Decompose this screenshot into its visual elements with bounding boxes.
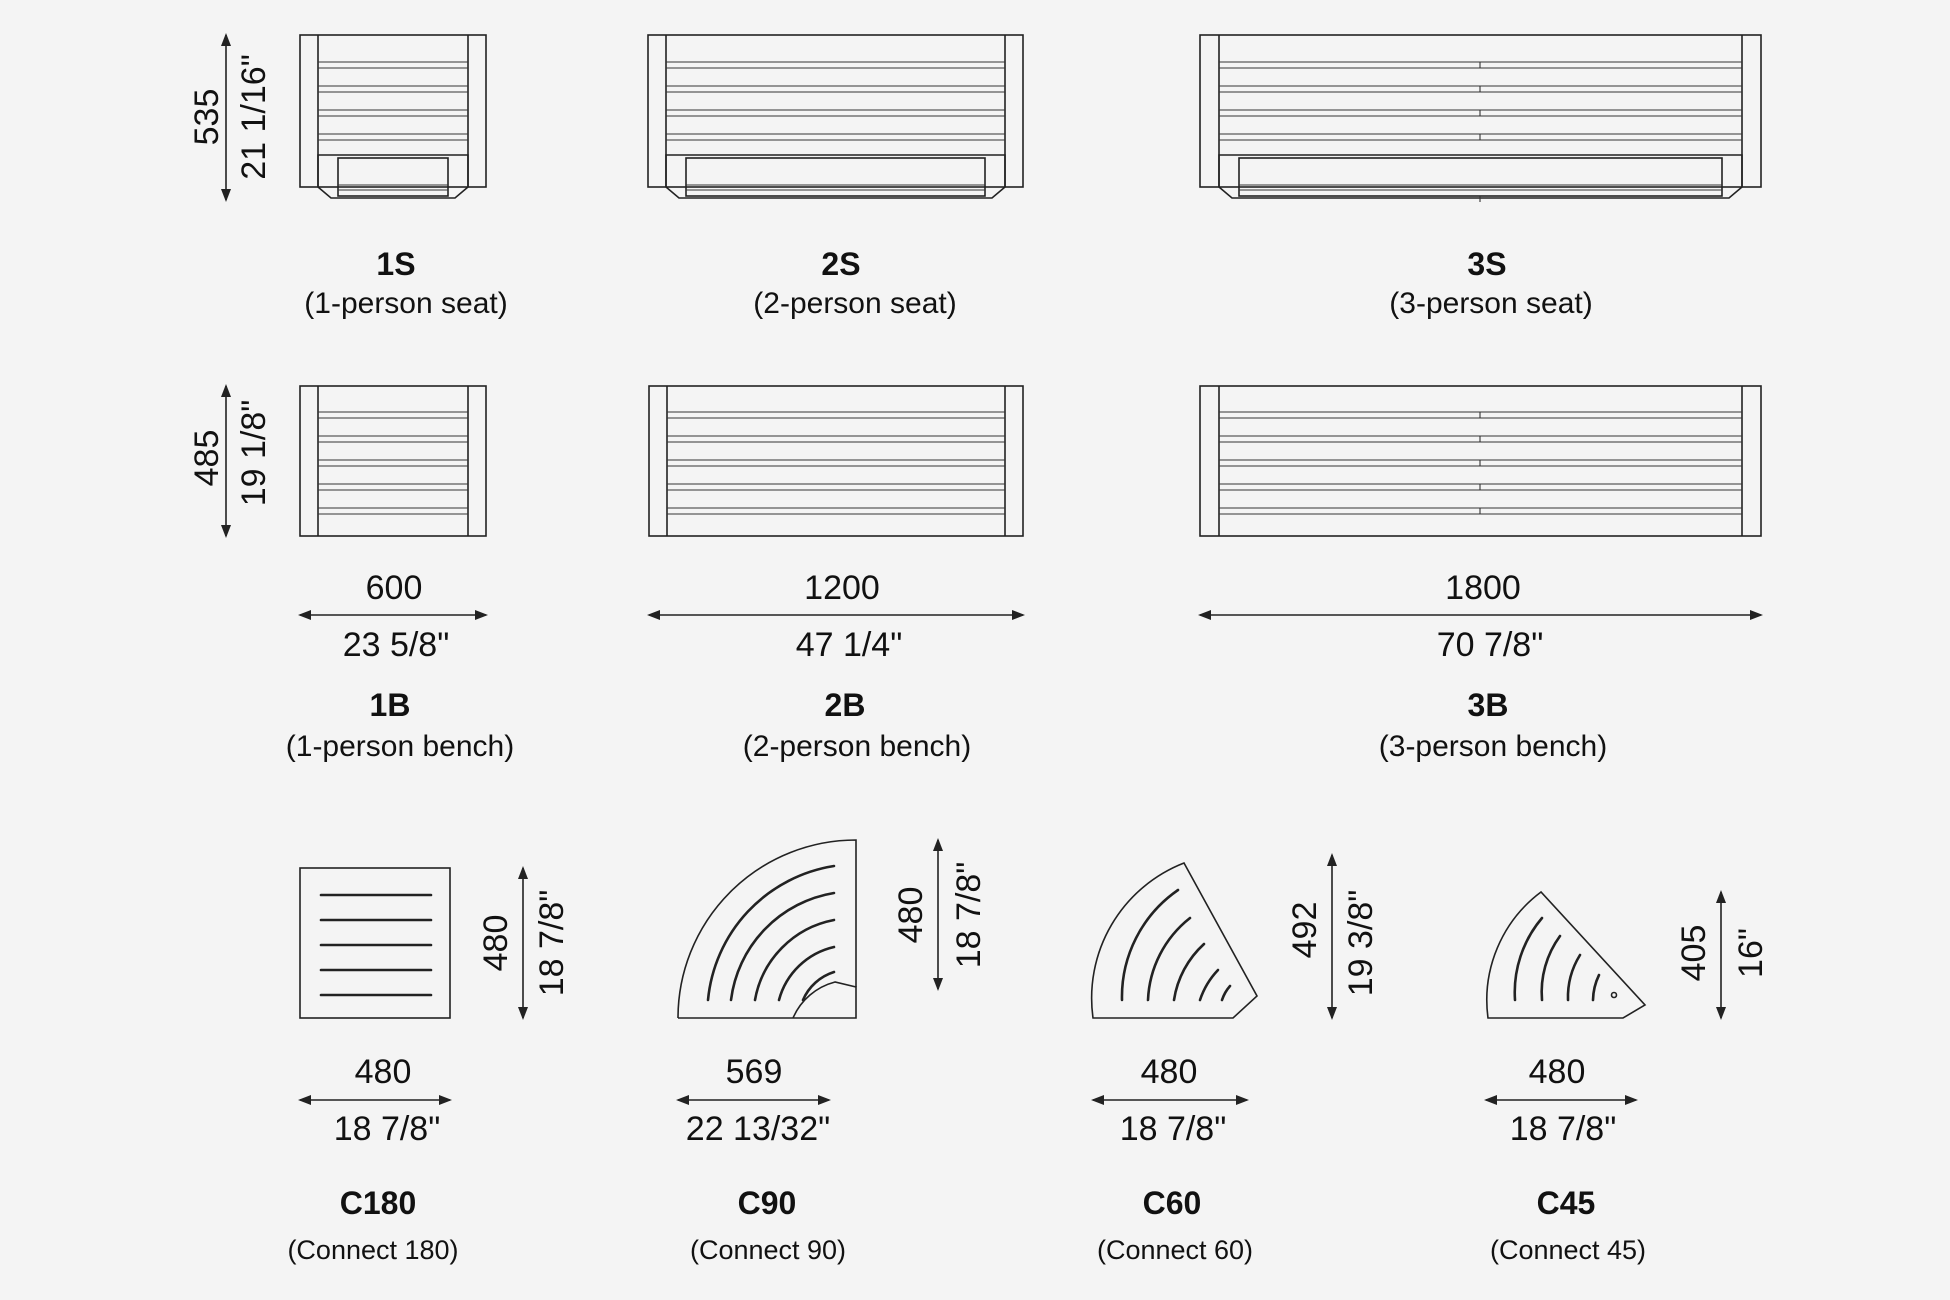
seat-3s-drawing	[1199, 34, 1762, 202]
bench-1b-height-dimension: 485 19 1/8"	[188, 384, 273, 538]
seat-2s-code: 2S	[821, 246, 860, 282]
seat-1s-name: (1-person seat)	[304, 287, 507, 320]
bench-1b-code: 1B	[370, 687, 411, 723]
bench-1b-drawing	[299, 385, 487, 537]
bench-1b-name: (1-person bench)	[286, 730, 514, 763]
bench-3b-width-dimension: 1800 70 7/8"	[1198, 569, 1763, 664]
connector-c60-height-mm: 492	[1286, 902, 1324, 959]
seat-3s-name: (3-person seat)	[1389, 287, 1592, 320]
bench-3b-name: (3-person bench)	[1379, 730, 1607, 763]
seat-1s-height-dimension: 535 21 1/16"	[188, 33, 273, 202]
connector-c60-name: (Connect 60)	[1097, 1235, 1253, 1265]
connector-c90-width-in: 22 13/32"	[686, 1110, 830, 1148]
bench-3b-code: 3B	[1468, 687, 1509, 723]
bench-2b-name: (2-person bench)	[743, 730, 971, 763]
connector-c60-height-in: 19 3/8"	[1342, 890, 1380, 997]
connector-c45-width-mm: 480	[1529, 1053, 1586, 1091]
connector-c180-height-in: 18 7/8"	[533, 890, 571, 997]
connector-c45-height-dimension: 405 16"	[1675, 890, 1770, 1020]
connector-c45-code: C45	[1537, 1185, 1596, 1221]
bench-3b-width-in: 70 7/8"	[1437, 626, 1544, 664]
bench-2b-code: 2B	[825, 687, 866, 723]
connector-c45-drawing	[1486, 890, 1647, 1019]
bench-3b-drawing	[1199, 385, 1762, 537]
seat-3s-code: 3S	[1467, 246, 1506, 282]
bench-1b-width-mm: 600	[366, 569, 423, 607]
connector-c60-code: C60	[1143, 1185, 1202, 1221]
bench-2b-drawing	[648, 385, 1024, 537]
seat-1s-code: 1S	[376, 246, 415, 282]
connector-c45-width-in: 18 7/8"	[1510, 1110, 1617, 1148]
connector-c90-height-dimension: 480 18 7/8"	[892, 838, 988, 991]
connector-c180-name: (Connect 180)	[287, 1235, 458, 1265]
connector-c90-height-mm: 480	[892, 887, 930, 944]
bench-2b-width-mm: 1200	[804, 569, 880, 607]
connector-c90-width-dimension: 569 22 13/32"	[676, 1053, 831, 1148]
connector-c60-width-in: 18 7/8"	[1120, 1110, 1227, 1148]
connector-c60-width-mm: 480	[1141, 1053, 1198, 1091]
connector-c180-width-dimension: 480 18 7/8"	[298, 1053, 452, 1148]
connector-c45-height-in: 16"	[1732, 928, 1770, 978]
seat-2s-drawing	[647, 34, 1024, 199]
connector-c180-drawing	[299, 867, 451, 1019]
connector-c180-code: C180	[340, 1185, 417, 1221]
seat-1s-drawing	[299, 34, 487, 199]
connector-c90-width-mm: 569	[726, 1053, 783, 1091]
connector-c60-width-dimension: 480 18 7/8"	[1091, 1053, 1249, 1148]
bench-3b-width-mm: 1800	[1445, 569, 1521, 607]
bench-1b-width-dimension: 600 23 5/8"	[298, 569, 488, 664]
seat-1s-height-mm: 535	[188, 89, 226, 146]
connector-c60-height-dimension: 492 19 3/8"	[1286, 853, 1380, 1020]
seat-1s-height-in: 21 1/16"	[235, 54, 273, 180]
connector-c180-height-dimension: 480 18 7/8"	[477, 866, 571, 1020]
bench-2b-width-dimension: 1200 47 1/4"	[647, 569, 1025, 664]
connector-c180-width-in: 18 7/8"	[334, 1110, 441, 1148]
connector-c90-name: (Connect 90)	[690, 1235, 846, 1265]
connector-c90-drawing	[677, 839, 857, 1019]
bench-1b-height-mm: 485	[188, 430, 226, 487]
connector-c90-height-in: 18 7/8"	[950, 862, 988, 969]
connector-c180-width-mm: 480	[355, 1053, 412, 1091]
connector-c45-name: (Connect 45)	[1490, 1235, 1646, 1265]
seat-2s-name: (2-person seat)	[753, 287, 956, 320]
bench-1b-width-in: 23 5/8"	[343, 626, 450, 664]
connector-c60-drawing	[1090, 861, 1259, 1019]
bench-2b-width-in: 47 1/4"	[796, 626, 903, 664]
bench-1b-height-in: 19 1/8"	[235, 400, 273, 507]
connector-c45-height-mm: 405	[1675, 925, 1713, 982]
connector-c180-height-mm: 480	[477, 915, 515, 972]
connector-c45-width-dimension: 480 18 7/8"	[1484, 1053, 1638, 1148]
connector-c90-code: C90	[738, 1185, 797, 1221]
